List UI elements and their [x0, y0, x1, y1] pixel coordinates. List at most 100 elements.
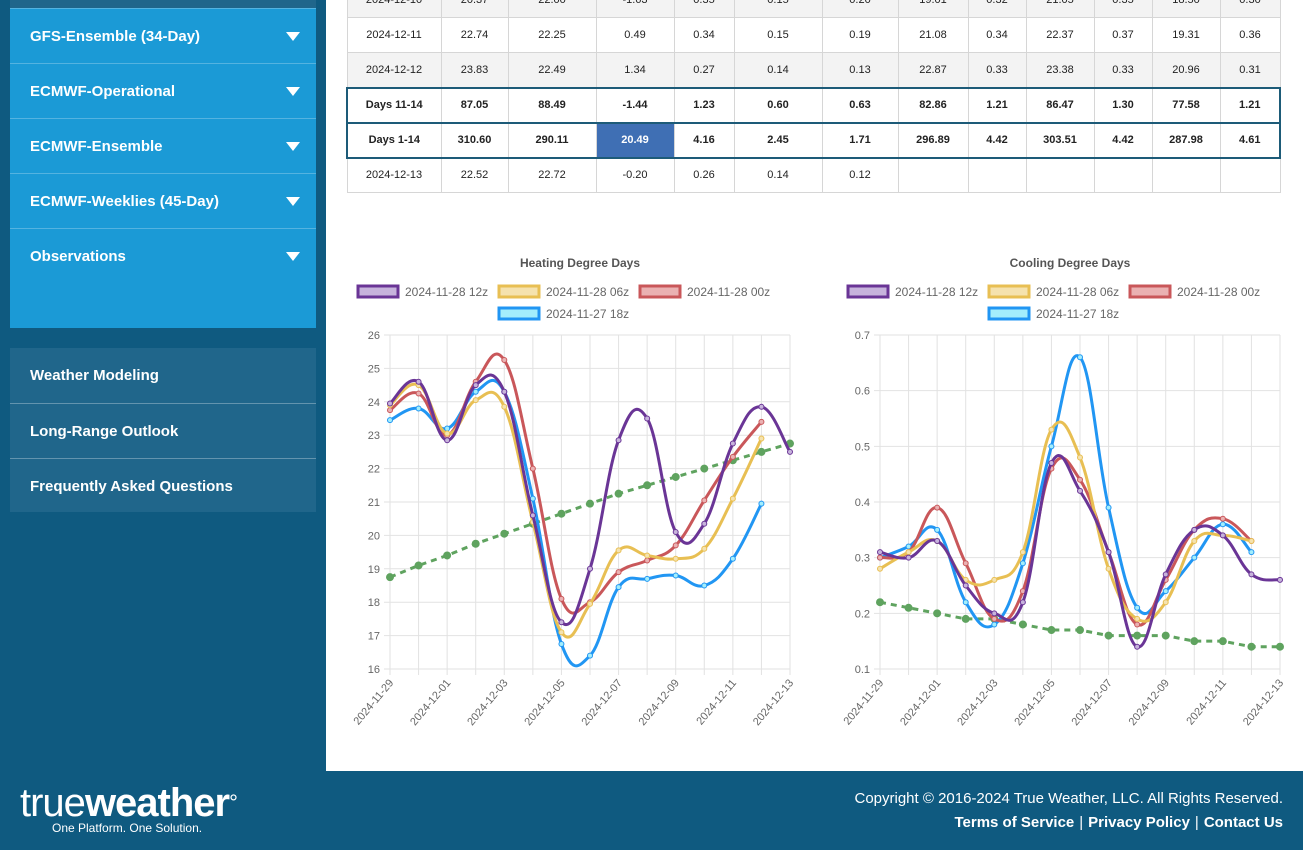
sidebar-item-east-trends[interactable]: East Trends [10, 0, 316, 8]
data-point[interactable] [472, 388, 479, 395]
data-point[interactable] [558, 595, 565, 602]
data-point[interactable] [701, 520, 708, 527]
legend-item[interactable]: 2024-11-27 18z [987, 306, 1119, 321]
data-point[interactable] [615, 584, 622, 591]
data-point[interactable] [501, 388, 508, 395]
caret-down-icon[interactable] [286, 32, 300, 41]
data-point[interactable] [557, 509, 566, 518]
data-point[interactable] [1276, 642, 1284, 651]
data-point[interactable] [1076, 626, 1084, 635]
terms-link[interactable]: Terms of Service [954, 814, 1075, 831]
data-point[interactable] [587, 565, 593, 572]
data-point[interactable] [1277, 576, 1283, 583]
data-point[interactable] [961, 614, 970, 623]
data-point[interactable] [1191, 526, 1198, 533]
data-point[interactable] [443, 551, 452, 560]
data-point[interactable] [444, 437, 451, 444]
data-point[interactable] [729, 440, 736, 447]
data-point[interactable] [933, 609, 942, 618]
data-point[interactable] [729, 495, 736, 502]
data-point[interactable] [877, 549, 883, 556]
legend-item[interactable]: 2024-11-28 00z [1128, 284, 1260, 299]
data-point[interactable] [501, 357, 508, 364]
data-point[interactable] [1161, 631, 1170, 640]
data-point[interactable] [962, 599, 969, 606]
sidebar-item-ecmwf-operational[interactable]: ECMWF-Operational [10, 63, 316, 118]
data-point[interactable] [701, 582, 708, 589]
data-point[interactable] [615, 569, 622, 576]
data-point[interactable] [1048, 460, 1055, 467]
data-point[interactable] [758, 435, 765, 442]
data-point[interactable] [700, 464, 709, 473]
data-point[interactable] [991, 621, 998, 628]
data-point[interactable] [962, 582, 969, 589]
data-point[interactable] [644, 575, 651, 582]
data-point[interactable] [644, 415, 651, 422]
data-point[interactable] [644, 552, 651, 559]
data-point[interactable] [1134, 621, 1141, 628]
sidebar-item-ecmwf-ensemble[interactable]: ECMWF-Ensemble [10, 118, 316, 173]
data-point[interactable] [991, 610, 998, 617]
data-point[interactable] [614, 489, 623, 498]
data-point[interactable] [1162, 588, 1169, 595]
data-point[interactable] [729, 453, 736, 460]
caret-down-icon[interactable] [286, 197, 300, 206]
sidebar-item-weather-modeling[interactable]: Weather Modeling [10, 348, 316, 403]
caret-down-icon[interactable] [286, 252, 300, 261]
data-point[interactable] [1133, 631, 1142, 640]
data-point[interactable] [558, 619, 565, 626]
data-point[interactable] [1248, 571, 1255, 578]
data-point[interactable] [1134, 643, 1141, 650]
privacy-link[interactable]: Privacy Policy [1088, 814, 1190, 831]
data-point[interactable] [1104, 631, 1113, 640]
legend-item[interactable]: 2024-11-28 06z [497, 284, 629, 299]
data-point[interactable] [615, 437, 622, 444]
data-point[interactable] [1077, 454, 1083, 461]
data-point[interactable] [904, 603, 913, 612]
data-point[interactable] [414, 561, 423, 570]
data-point[interactable] [472, 382, 479, 389]
data-point[interactable] [587, 652, 593, 659]
data-point[interactable] [387, 417, 393, 424]
data-point[interactable] [1018, 620, 1027, 629]
data-point[interactable] [615, 547, 622, 554]
caret-down-icon[interactable] [286, 142, 300, 151]
data-point[interactable] [1077, 487, 1083, 494]
sidebar-item-frequently-asked-questions[interactable]: Frequently Asked Questions [10, 458, 316, 513]
data-point[interactable] [672, 572, 679, 579]
data-point[interactable] [1105, 549, 1112, 556]
data-point[interactable] [934, 526, 941, 533]
data-point[interactable] [701, 545, 708, 552]
data-point[interactable] [1219, 521, 1226, 528]
data-point[interactable] [1190, 637, 1199, 646]
data-point[interactable] [1162, 571, 1169, 578]
data-point[interactable] [1191, 554, 1198, 561]
legend-item[interactable]: 2024-11-28 12z [846, 284, 978, 299]
data-point[interactable] [444, 425, 451, 432]
data-point[interactable] [1248, 549, 1255, 556]
data-point[interactable] [558, 629, 565, 636]
data-point[interactable] [1077, 354, 1083, 361]
contact-link[interactable]: Contact Us [1203, 814, 1283, 831]
data-point[interactable] [1048, 443, 1055, 450]
data-point[interactable] [1048, 426, 1055, 433]
data-point[interactable] [1077, 476, 1083, 483]
data-point[interactable] [877, 554, 883, 561]
legend-item[interactable]: 2024-11-28 06z [987, 284, 1119, 299]
data-point[interactable] [729, 555, 736, 562]
data-point[interactable] [500, 529, 509, 538]
data-point[interactable] [501, 403, 508, 410]
sidebar-item-gfs-ensemble-34-day[interactable]: GFS-Ensemble (34-Day) [10, 8, 316, 63]
data-point[interactable] [1219, 515, 1226, 522]
data-point[interactable] [472, 397, 479, 404]
data-point[interactable] [905, 549, 912, 556]
data-point[interactable] [1105, 504, 1112, 511]
data-point[interactable] [1162, 599, 1169, 606]
sidebar-item-long-range-outlook[interactable]: Long-Range Outlook [10, 403, 316, 458]
data-point[interactable] [643, 481, 652, 490]
data-point[interactable] [558, 640, 565, 647]
true-weather-logo[interactable]: trueweather° One Platform. One Solution. [20, 781, 238, 835]
data-point[interactable] [415, 378, 422, 385]
data-point[interactable] [386, 573, 394, 582]
data-point[interactable] [1134, 615, 1141, 622]
